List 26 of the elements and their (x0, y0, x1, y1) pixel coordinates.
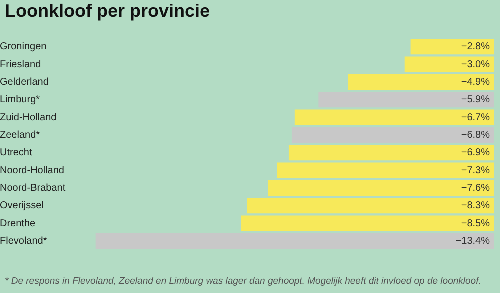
y-tick-label: Limburg* (0, 94, 40, 106)
data-label: −13.4% (456, 236, 490, 247)
y-tick-label: Zeeland* (0, 130, 40, 141)
data-label: −4.9% (461, 76, 490, 88)
text: * De respons in Flevoland, Zeeland en Limburg was lager dan gehoopt. Mogelijk heeft dit invloed op de loonkloof. (5, 276, 482, 287)
data-label: −3.0% (461, 59, 490, 70)
y-tick-label: Zuid-Holland (0, 112, 57, 124)
y-tick-label: Overijssel (0, 200, 44, 212)
y-tick-label: Flevoland* (0, 236, 48, 247)
y-tick-label: Utrecht (0, 148, 32, 159)
data-label: −8.3% (461, 200, 490, 212)
data-label: −6.8% (461, 130, 490, 141)
y-tick-label: Noord-Holland (0, 165, 64, 176)
data-label: −6.7% (461, 112, 490, 124)
data-label: −7.6% (461, 182, 490, 194)
data-label: −5.9% (461, 94, 490, 106)
chart-title: Loonkloof per provincie (5, 1, 210, 22)
y-tick-label: Friesland (0, 59, 42, 70)
data-label: −6.9% (461, 148, 490, 159)
data-label: −2.8% (461, 42, 490, 53)
y-tick-label: Drenthe (0, 218, 36, 230)
y-tick-label: Groningen (0, 42, 47, 53)
y-tick-label: Gelderland (0, 76, 49, 88)
data-label: −7.3% (461, 165, 490, 176)
data-label: −8.5% (461, 218, 490, 230)
y-tick-label: Noord-Brabant (0, 182, 66, 194)
